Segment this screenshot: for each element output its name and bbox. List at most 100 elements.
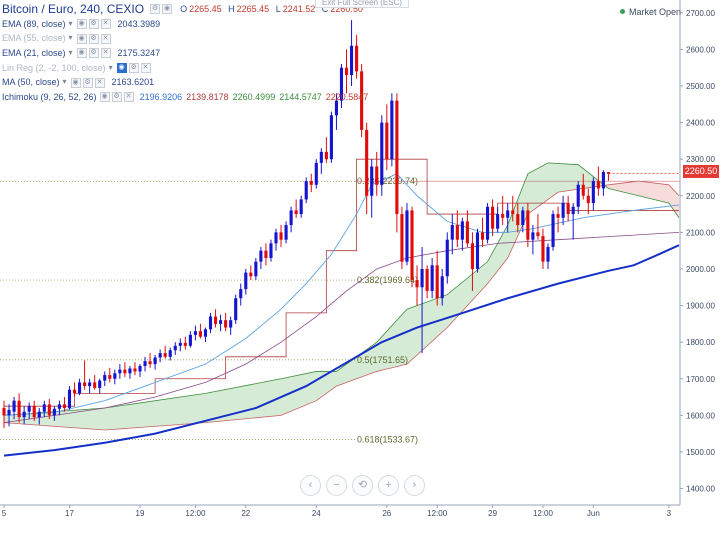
candle-body xyxy=(591,181,595,204)
candle-body xyxy=(566,203,570,215)
candle-body xyxy=(450,225,454,240)
scroll-right-button[interactable]: › xyxy=(404,475,425,496)
candle-body xyxy=(324,151,328,160)
settings-icon[interactable]: ⚙ xyxy=(88,48,99,59)
candle-body xyxy=(455,225,459,240)
candle-body xyxy=(77,382,82,394)
indicator-name[interactable]: EMA (55, close) xyxy=(2,33,66,44)
candle-body xyxy=(103,375,107,381)
indicator-name[interactable]: MA (50, close) xyxy=(2,77,60,88)
close-icon[interactable]: ✕ xyxy=(94,77,105,88)
close-icon[interactable]: ✕ xyxy=(140,63,151,74)
time-tick-label: 19 xyxy=(136,509,145,518)
legend-row-indicator[interactable]: EMA (55, close) ▾ ◉ ⚙ ✕ xyxy=(2,31,368,46)
candle-body xyxy=(244,272,248,290)
candle-body xyxy=(93,382,97,388)
eye-icon[interactable]: ◉ xyxy=(76,48,87,59)
chevron-down-icon[interactable]: ▾ xyxy=(68,48,73,58)
legend-row-indicator[interactable]: EMA (21, close) ▾ ◉ ⚙ ✕ 2175.3247 xyxy=(2,46,368,61)
indicator-name[interactable]: Ichimoku (9, 26, 52, 26) xyxy=(2,92,97,103)
eye-icon[interactable]: ◉ xyxy=(70,77,81,88)
candle-body xyxy=(22,411,26,418)
candlesticks[interactable] xyxy=(2,20,611,429)
eye-icon[interactable]: ◉ xyxy=(116,63,127,74)
eye-icon[interactable]: ◉ xyxy=(162,4,173,15)
candle-body xyxy=(17,400,21,418)
candle-body xyxy=(138,365,142,372)
eye-icon[interactable]: ◉ xyxy=(99,92,110,103)
candle-body xyxy=(299,199,303,215)
candle-body xyxy=(47,404,51,416)
settings-icon[interactable]: ⚙ xyxy=(128,63,139,74)
candle-body xyxy=(556,214,560,218)
price-tick-label: 1500.00 xyxy=(686,448,715,457)
time-tick-label: 3 xyxy=(667,509,672,518)
candle-body xyxy=(536,232,540,237)
ohlc-high: 2265.45 xyxy=(236,4,270,14)
eye-icon[interactable]: ◉ xyxy=(76,19,87,30)
candle-body xyxy=(415,279,419,288)
candle-body xyxy=(62,404,67,409)
candle-body xyxy=(430,265,434,291)
close-icon[interactable]: ✕ xyxy=(100,19,111,30)
chart-title[interactable]: Bitcoin / Euro, 240, CEXIO xyxy=(2,2,145,16)
candle-body xyxy=(234,298,238,321)
legend-row-ichimoku[interactable]: Ichimoku (9, 26, 52, 26) ◉ ⚙ ✕ 2196.9206… xyxy=(2,90,368,105)
settings-icon[interactable]: ⚙ xyxy=(150,4,161,15)
candle-body xyxy=(521,210,525,226)
candle-body xyxy=(264,250,268,258)
status-dot-icon xyxy=(620,9,625,14)
scroll-left-button[interactable]: ‹ xyxy=(300,475,321,496)
candle-body xyxy=(208,316,213,330)
legend-row-indicator[interactable]: MA (50, close) ▾ ◉ ⚙ ✕ 2163.6201 xyxy=(2,75,368,90)
close-icon[interactable]: ✕ xyxy=(123,92,134,103)
candle-body xyxy=(98,380,102,388)
candle-body xyxy=(158,353,162,358)
candle-body xyxy=(410,210,414,280)
chevron-down-icon[interactable]: ▾ xyxy=(108,62,113,72)
candle-body xyxy=(480,232,485,240)
candle-body xyxy=(27,406,31,412)
candle-body xyxy=(485,206,490,240)
chevron-down-icon[interactable]: ▾ xyxy=(62,77,67,87)
candle-body xyxy=(133,368,137,372)
market-status-label: Market Open xyxy=(629,7,682,17)
reset-zoom-button[interactable]: ⟲ xyxy=(352,475,373,496)
close-icon[interactable]: ✕ xyxy=(100,48,111,59)
indicator-name[interactable]: EMA (21, close) xyxy=(2,48,66,59)
fib-level-label: 0.382(1969.64) xyxy=(357,275,418,285)
legend-row-indicator[interactable]: Lin Reg (2, -2, 100, close) ▾ ◉ ⚙ ✕ xyxy=(2,61,368,76)
candle-body xyxy=(496,214,500,229)
candle-body xyxy=(37,411,41,418)
chevron-down-icon[interactable]: ▾ xyxy=(68,33,73,43)
candle-body xyxy=(274,232,278,244)
time-tick-label: Jun xyxy=(587,509,600,518)
settings-icon[interactable]: ⚙ xyxy=(88,19,99,30)
ohlc-open: 2265.45 xyxy=(189,4,222,14)
eye-icon[interactable]: ◉ xyxy=(76,33,87,44)
candle-body xyxy=(586,195,590,204)
settings-icon[interactable]: ⚙ xyxy=(111,92,122,103)
candle-body xyxy=(380,122,384,185)
price-tick-label: 2700.00 xyxy=(686,9,715,18)
zoom-out-button[interactable]: − xyxy=(326,475,347,496)
cloud-bull-area xyxy=(4,162,606,430)
candle-body xyxy=(349,45,354,76)
indicator-name[interactable]: EMA (89, close) xyxy=(2,18,66,29)
zoom-in-button[interactable]: + xyxy=(378,475,399,496)
settings-icon[interactable]: ⚙ xyxy=(82,77,93,88)
exit-fullscreen-button[interactable]: Exit Full Screen (ESC) xyxy=(315,0,410,8)
price-tick-label: 2100.00 xyxy=(686,228,715,237)
chevron-down-icon[interactable]: ▾ xyxy=(68,18,73,28)
candle-body xyxy=(541,236,545,262)
settings-icon[interactable]: ⚙ xyxy=(88,33,99,44)
close-icon[interactable]: ✕ xyxy=(100,33,111,44)
indicator-name[interactable]: Lin Reg (2, -2, 100, close) xyxy=(2,62,106,73)
legend-row-indicator[interactable]: EMA (89, close) ▾ ◉ ⚙ ✕ 2043.3989 xyxy=(2,17,368,32)
ichimoku-value: 2220.5847 xyxy=(325,92,369,103)
candle-body xyxy=(506,210,510,218)
ohlc-open-key: O xyxy=(180,4,188,14)
last-price-tag: 2260.50 xyxy=(683,165,719,178)
price-tick-label: 1600.00 xyxy=(686,411,715,420)
